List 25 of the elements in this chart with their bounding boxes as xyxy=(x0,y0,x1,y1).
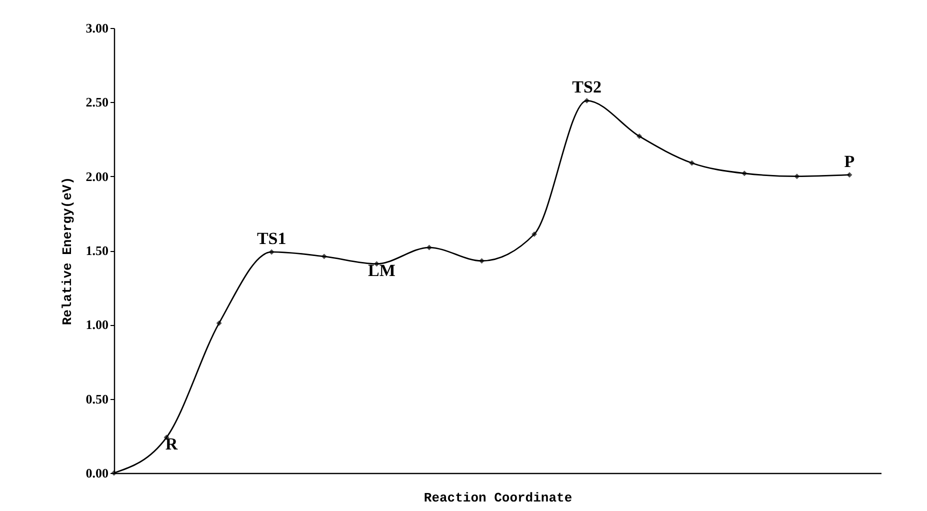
annotation: LM xyxy=(368,260,396,280)
annotation: P xyxy=(844,152,855,171)
y-tick-label: 0.50 xyxy=(86,391,108,406)
point xyxy=(216,320,222,326)
point xyxy=(689,160,695,166)
y-tick-label: 2.00 xyxy=(86,168,108,184)
point xyxy=(794,174,800,180)
point xyxy=(532,231,538,237)
point xyxy=(584,98,590,104)
y-tick-label: 1.00 xyxy=(86,317,108,332)
x-axis-title: Reaction Coordinate xyxy=(424,490,572,506)
annotation: TS2 xyxy=(572,78,602,97)
point xyxy=(268,249,274,255)
point xyxy=(742,170,748,176)
point xyxy=(636,134,642,140)
annotation: TS1 xyxy=(256,228,286,248)
y-axis-title: Relative Energy(eV) xyxy=(60,176,75,326)
annotation: R xyxy=(165,434,178,454)
point xyxy=(846,172,852,178)
y-tick-label: 3.00 xyxy=(86,20,108,36)
y-tick-label: 0.00 xyxy=(86,466,108,480)
point xyxy=(321,254,327,260)
y-tick-label: 1.50 xyxy=(86,243,108,258)
point xyxy=(479,258,484,264)
y-tick-label: 2.50 xyxy=(86,94,108,110)
